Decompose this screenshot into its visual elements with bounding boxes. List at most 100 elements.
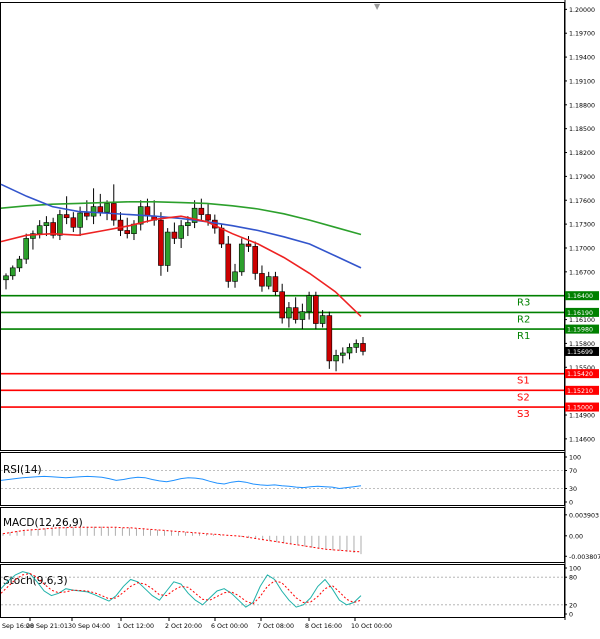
- x-tick-label: 6 Oct 00:00: [211, 623, 248, 630]
- level-name-s2: S2: [517, 392, 530, 403]
- y-tick-label: 80: [569, 575, 577, 582]
- y-tick-label: 1.14600: [569, 436, 595, 443]
- moving-average-line: [0, 215, 362, 317]
- macd-panel: 0.003903 0.00 -0.003807 MACD(12,26,9): [2, 512, 600, 561]
- x-tick-label: 2 Oct 20:00: [165, 623, 202, 630]
- level-price-tag: [565, 369, 599, 379]
- y-tick-label: 1.18500: [569, 126, 595, 133]
- candle-body: [144, 206, 151, 217]
- rsi-panel: 100 70 30 0 RSI(14): [0, 455, 581, 507]
- candle-body: [306, 295, 312, 312]
- x-tick-label: 28 Sep 21:01: [26, 623, 68, 630]
- stoch-signal-line: [0, 572, 362, 605]
- candle-body: [104, 203, 110, 213]
- y-tick-label: 1.17000: [569, 245, 595, 252]
- candle-body: [252, 246, 259, 274]
- candle-body: [360, 343, 366, 352]
- candle-body: [191, 207, 198, 223]
- candle-body: [90, 206, 97, 217]
- candle-body: [50, 222, 56, 236]
- candle-body: [158, 219, 164, 266]
- y-tick-label: 1.19100: [569, 78, 595, 85]
- level-price-label: 1.15980: [567, 327, 593, 334]
- y-tick-label: 1.17300: [569, 222, 595, 229]
- y-tick-label: 1.19700: [569, 31, 595, 38]
- candle-body: [77, 212, 83, 228]
- y-tick-label: 0: [569, 612, 573, 619]
- candle-body: [218, 227, 225, 245]
- candle-body: [178, 225, 184, 239]
- candle-body: [259, 273, 265, 287]
- candle-body: [245, 243, 252, 247]
- candle-body: [36, 225, 43, 234]
- y-tick-label: 1.20000: [569, 7, 595, 14]
- moving-average-line: [0, 201, 362, 236]
- level-name-r1: R1: [517, 331, 530, 342]
- candle-body: [319, 315, 326, 324]
- y-tick-label: 1.18800: [569, 102, 595, 109]
- candle-body: [232, 271, 238, 282]
- candle-body: [9, 267, 16, 277]
- y-tick-label: 1.18200: [569, 150, 595, 157]
- candle-body: [198, 207, 205, 215]
- y-tick-label: 100: [569, 566, 581, 573]
- candle-body: [43, 222, 50, 227]
- moving-average-line: [0, 183, 362, 269]
- current-price-label: 1.15699: [567, 349, 593, 356]
- candle-body: [23, 238, 30, 260]
- level-name-r2: R2: [517, 314, 530, 325]
- level-price-tag: [565, 307, 599, 317]
- level-name-r3: R3: [517, 298, 530, 309]
- indicator-label: RSI(14): [3, 464, 42, 476]
- y-tick-label: 20: [569, 602, 577, 609]
- candle-body: [279, 291, 285, 319]
- indicator-label: Stoch(9,6,3): [3, 575, 68, 587]
- candle-body: [185, 222, 191, 227]
- current-price-tag: [565, 346, 599, 356]
- candle-body: [97, 206, 104, 213]
- candle-body: [265, 276, 272, 287]
- candle-body: [124, 230, 131, 234]
- candle-body: [313, 295, 319, 324]
- level-price-tag: [565, 385, 599, 395]
- candle-body: [16, 258, 23, 269]
- y-tick-label: 1.15800: [569, 341, 595, 348]
- candle-body: [333, 355, 339, 362]
- level-price-label: 1.15210: [567, 388, 593, 395]
- level-price-label: 1.16190: [567, 310, 593, 317]
- x-tick-label: 7 Oct 08:00: [257, 623, 294, 630]
- candle-body: [292, 307, 299, 320]
- y-tick-label: -0.003807: [569, 554, 600, 561]
- macd-signal-line: [2, 526, 362, 553]
- candle-body: [205, 214, 211, 221]
- level-name-s1: S1: [517, 376, 530, 387]
- y-tick-label: 1.17600: [569, 198, 595, 205]
- level-price-tag: [565, 291, 599, 301]
- symbol-marker-icon: ▼: [374, 2, 381, 11]
- level-price-tag: [565, 324, 599, 334]
- x-tick-label: 26 Sep 16:00: [0, 623, 34, 630]
- level-price-label: 1.15420: [567, 371, 593, 378]
- candle-body: [117, 219, 124, 231]
- y-tick-label: 1.15500: [569, 365, 595, 372]
- candle-body: [326, 315, 333, 362]
- candle-body: [299, 311, 306, 320]
- candle-body: [30, 233, 36, 239]
- candle-body: [84, 212, 90, 217]
- y-tick-label: 1.16700: [569, 269, 595, 276]
- y-tick-label: 0: [569, 500, 573, 507]
- candle-body: [346, 347, 353, 354]
- x-tick-label: 10 Oct 00:00: [351, 623, 392, 630]
- level-price-tag: [565, 402, 599, 412]
- x-tick-label: 8 Oct 16:00: [305, 623, 342, 630]
- x-tick-label: 30 Sep 04:00: [68, 623, 110, 630]
- rsi-line: [0, 475, 362, 490]
- y-tick-label: 1.16100: [569, 317, 595, 324]
- candle-body: [63, 214, 70, 219]
- level-name-s3: S3: [517, 409, 530, 420]
- candle-body: [3, 275, 9, 281]
- candle-body: [353, 343, 360, 348]
- stoch-panel: 100 80 20 0 Stoch(9,6,3): [0, 566, 581, 619]
